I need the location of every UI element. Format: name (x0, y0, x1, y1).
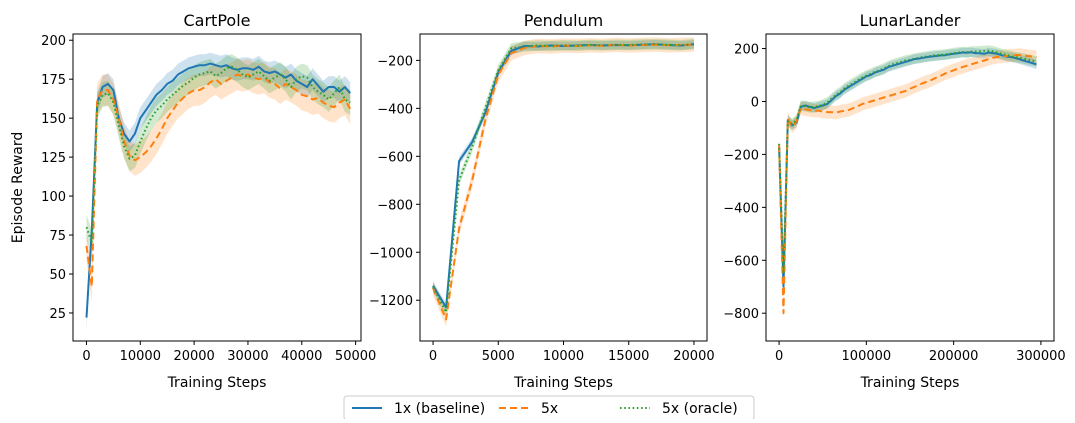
band-cartpole-series-1 (86, 58, 351, 303)
x-tick-label: 100000 (842, 349, 892, 364)
panel-title: Pendulum (524, 11, 604, 30)
line-lunarlander-series-1 (778, 53, 1037, 315)
x-tick-label: 50000 (335, 349, 376, 364)
x-tick-label: 0 (429, 349, 437, 364)
axes-frame-cartpole (72, 33, 362, 342)
axes-frame-lunarlander (765, 33, 1055, 342)
y-tick-label: −600 (377, 150, 413, 165)
y-tick-label: −1200 (369, 294, 413, 309)
y-axis-label: Episode Reward (10, 132, 26, 244)
y-tick-label: −1000 (369, 246, 413, 261)
y-tick-label: 175 (41, 73, 66, 88)
band-pendulum-series-1 (433, 37, 694, 327)
x-tick-label: 0 (775, 349, 783, 364)
axes-frame-pendulum (419, 33, 708, 342)
legend-label: 5x (541, 401, 558, 417)
x-tick-label: 10000 (120, 349, 161, 364)
y-tick-label: 50 (49, 268, 66, 283)
y-tick-label: 100 (41, 190, 66, 205)
x-tick-label: 5000 (482, 349, 515, 364)
line-cartpole-series-1 (85, 73, 352, 288)
y-tick-label: −800 (723, 307, 759, 322)
band-lunarlander-series-1 (779, 48, 1037, 320)
x-tick-label: 10000 (543, 349, 584, 364)
panel-title: CartPole (184, 11, 251, 30)
x-tick-label: 40000 (281, 349, 322, 364)
x-axis-label: Training Steps (513, 375, 613, 391)
y-tick-label: −400 (377, 102, 413, 117)
line-lunarlander-series-0 (778, 51, 1037, 288)
x-axis-label: Training Steps (860, 375, 960, 391)
y-tick-label: 75 (49, 229, 66, 244)
panel-cartpole: 0 10000 20000 30000 40000 50000 25 50 75 100 125 15… (10, 11, 376, 391)
legend-label: 5x (oracle) (662, 401, 738, 417)
line-cartpole-series-0 (85, 62, 351, 318)
panel-lunarlander: 0 100000 200000 300000 200 0 −200 −400 −600 −800 L… (723, 11, 1065, 391)
panel-pendulum: 0 5000 10000 15000 20000 −200 −400 −600 −800 −100… (369, 11, 715, 391)
legend-label: 1x (baseline) (394, 401, 485, 417)
y-tick-label: 25 (49, 307, 66, 322)
panel-title: LunarLander (860, 11, 961, 30)
y-tick-label: 200 (734, 43, 759, 58)
band-cartpole-series-0 (86, 52, 351, 329)
x-tick-label: 0 (82, 349, 90, 364)
y-tick-label: −200 (377, 54, 413, 69)
y-tick-label: 200 (41, 34, 66, 49)
y-tick-label: 150 (41, 112, 66, 127)
y-tick-label: 125 (41, 151, 66, 166)
y-tick-label: −400 (723, 201, 759, 216)
line-cartpole-series-2 (85, 65, 351, 244)
x-tick-label: 30000 (227, 349, 268, 364)
x-tick-label: 20000 (673, 349, 714, 364)
x-tick-label: 200000 (929, 349, 979, 364)
x-tick-label: 15000 (608, 349, 649, 364)
y-tick-label: 0 (751, 95, 759, 110)
x-tick-label: 300000 (1016, 349, 1066, 364)
y-tick-label: −200 (723, 148, 759, 163)
x-axis-label: Training Steps (167, 375, 267, 391)
x-tick-label: 20000 (173, 349, 214, 364)
band-cartpole-series-2 (86, 54, 351, 256)
y-tick-label: −600 (723, 254, 759, 269)
line-pendulum-series-2 (432, 43, 695, 314)
band-lunarlander-series-2 (779, 45, 1037, 279)
legend: 1x (baseline) 5x 5x (oracle) (343, 395, 755, 421)
y-tick-label: −800 (377, 198, 413, 213)
